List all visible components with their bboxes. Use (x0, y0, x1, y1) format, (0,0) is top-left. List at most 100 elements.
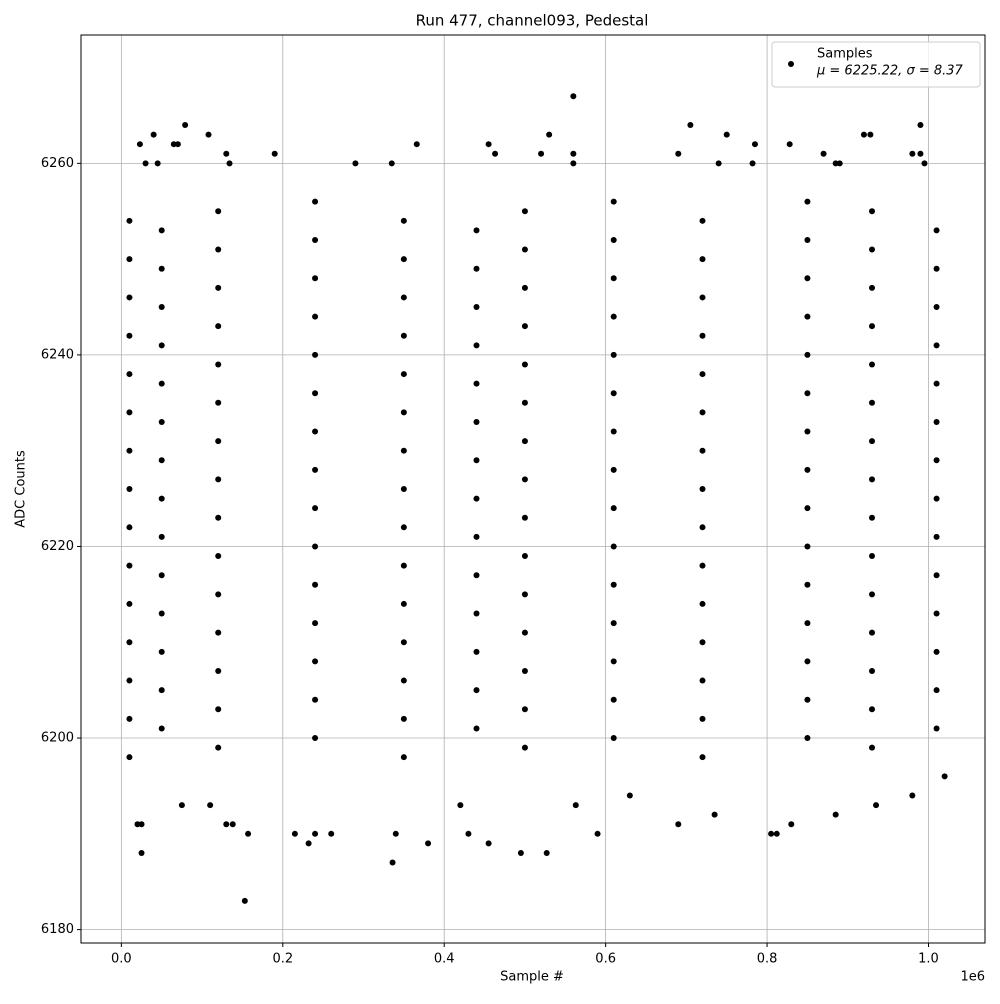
point (158, 457, 165, 464)
point (610, 390, 617, 397)
point (413, 141, 420, 148)
point (933, 265, 940, 272)
point (126, 332, 133, 339)
point (400, 409, 407, 416)
point (400, 217, 407, 224)
y-axis-label: ADC Counts (14, 450, 29, 528)
point (909, 792, 916, 799)
point (473, 725, 480, 732)
point (804, 236, 811, 243)
point (804, 735, 811, 742)
point (521, 399, 528, 406)
point (521, 667, 528, 674)
point (933, 533, 940, 540)
point (126, 371, 133, 378)
point (215, 476, 222, 483)
point (226, 160, 233, 167)
point (699, 562, 706, 569)
point (328, 830, 335, 837)
point (869, 284, 875, 291)
point (933, 725, 940, 732)
point (215, 284, 222, 291)
point (312, 581, 319, 588)
point (570, 160, 577, 167)
point (400, 715, 407, 722)
point (473, 418, 480, 425)
point (521, 246, 528, 253)
point (425, 840, 432, 847)
point (170, 141, 177, 148)
point (820, 150, 827, 157)
point (869, 514, 875, 521)
point (933, 304, 940, 311)
point (400, 639, 407, 646)
x-tick-label: 0.8 (757, 952, 778, 967)
point (312, 696, 319, 703)
point (521, 629, 528, 636)
point (400, 256, 407, 263)
point (687, 122, 694, 129)
point (788, 821, 795, 828)
point (933, 610, 940, 617)
point (699, 409, 706, 416)
point (178, 802, 185, 809)
point (538, 150, 545, 157)
point (312, 658, 319, 665)
point (804, 390, 811, 397)
point (473, 495, 480, 502)
point (473, 304, 480, 311)
point (312, 428, 319, 435)
point (610, 543, 617, 550)
point (610, 581, 617, 588)
point (675, 150, 682, 157)
point (751, 141, 758, 148)
point (158, 380, 165, 387)
y-tick-label: 6240 (41, 347, 74, 362)
legend-box (771, 41, 981, 88)
point (933, 227, 940, 234)
point (215, 667, 222, 674)
point (711, 811, 718, 818)
point (158, 495, 165, 502)
point (869, 246, 875, 253)
point (473, 610, 480, 617)
point (229, 821, 236, 828)
x-tick-label: 0.0 (111, 952, 132, 967)
point (768, 830, 775, 837)
point (869, 591, 875, 598)
point (570, 93, 577, 100)
point (869, 323, 875, 330)
point (933, 418, 940, 425)
point (215, 208, 222, 215)
point (312, 275, 319, 282)
point (473, 457, 480, 464)
y-tick-label: 6260 (41, 156, 74, 171)
point (521, 438, 528, 445)
chart-title: Run 477, channel093, Pedestal (416, 12, 649, 30)
point (610, 696, 617, 703)
point (610, 620, 617, 627)
x-tick-label: 1.0 (918, 952, 939, 967)
point (473, 533, 480, 540)
x-offset-label: 1e6 (960, 970, 985, 985)
point (804, 313, 811, 320)
point (917, 122, 924, 129)
point (917, 150, 924, 157)
point (126, 447, 133, 454)
point (291, 830, 298, 837)
point (521, 361, 528, 368)
point (150, 131, 157, 138)
x-tick-label: 0.2 (272, 952, 293, 967)
point (138, 821, 145, 828)
point (804, 620, 811, 627)
point (699, 486, 706, 492)
point (312, 390, 319, 397)
point (138, 849, 145, 856)
point (804, 466, 811, 473)
point (699, 371, 706, 378)
point (136, 141, 143, 148)
y-tick-label: 6180 (41, 922, 74, 937)
point (867, 131, 874, 138)
point (804, 658, 811, 665)
